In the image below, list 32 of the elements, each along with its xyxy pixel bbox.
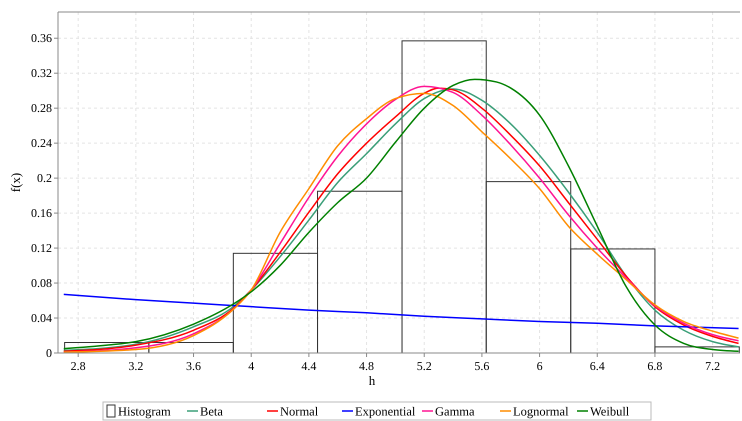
y-tick-label: 0.28: [31, 101, 52, 116]
x-axis-title: h: [368, 373, 376, 388]
legend-label: Lognormal: [513, 404, 570, 418]
x-tick-label: 4.8: [359, 359, 374, 373]
x-tick-label: 5.6: [474, 359, 490, 373]
legend-label: Exponential: [355, 404, 416, 418]
x-tick-label: 6.4: [590, 359, 605, 373]
x-tick-label: 3.2: [128, 359, 144, 373]
x-tick-label: 7.2: [705, 359, 720, 373]
x-tick-label: 6: [536, 359, 543, 373]
x-tick-label: 4: [248, 359, 254, 373]
x-tick-label: 4.4: [301, 359, 316, 373]
y-tick-label: 0.12: [31, 241, 52, 256]
legend-label: Weibull: [590, 404, 630, 418]
legend-label: Beta: [200, 404, 224, 418]
y-tick-label: 0.2: [37, 171, 52, 186]
y-axis-title: f(x): [8, 172, 23, 192]
y-tick-label: 0: [46, 346, 52, 360]
y-tick-label: 0.04: [31, 311, 52, 326]
y-tick-label: 0.36: [31, 31, 52, 46]
x-tick-label: 5.2: [416, 359, 432, 373]
legend-label: Histogram: [118, 404, 172, 418]
y-tick-label: 0.08: [31, 276, 52, 290]
legend-label: Gamma: [435, 404, 476, 418]
legend-label: Normal: [280, 404, 319, 418]
x-tick-label: 6.8: [647, 359, 662, 373]
y-tick-label: 0.16: [31, 206, 52, 220]
x-tick-label: 2.8: [70, 359, 86, 373]
x-tick-label: 3.6: [186, 359, 202, 373]
y-tick-label: 0.32: [31, 66, 52, 80]
line-series: [63, 294, 740, 330]
y-tick-label: 0.24: [31, 136, 52, 150]
